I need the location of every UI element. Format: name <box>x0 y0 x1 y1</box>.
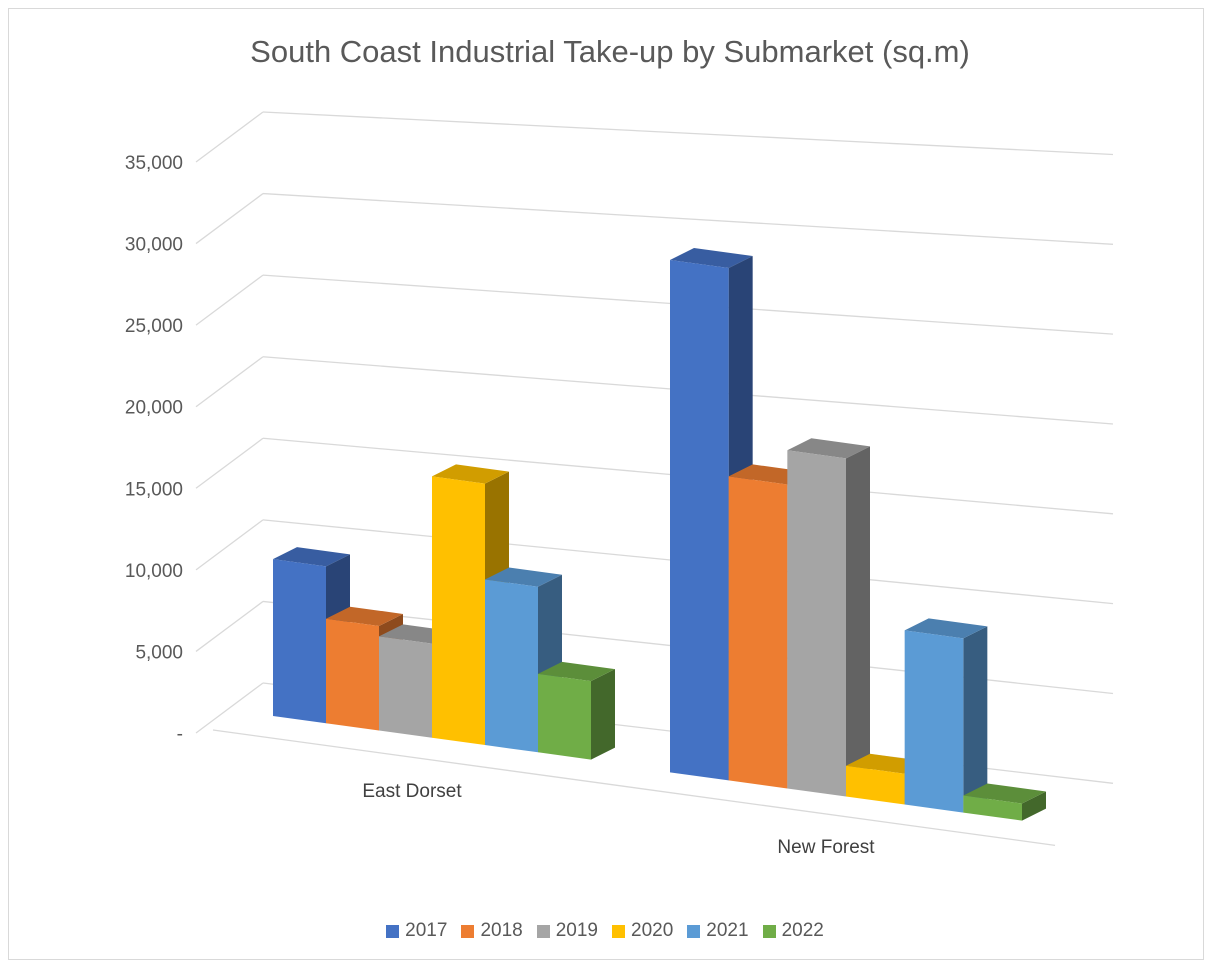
legend-label: 2017 <box>405 920 448 941</box>
y-tick-label: 30,000 <box>125 235 183 256</box>
bar-top <box>485 567 562 587</box>
y-tick-label: 5,000 <box>135 642 183 663</box>
bar-side <box>846 446 870 797</box>
bar-front <box>273 559 326 724</box>
bar <box>538 661 615 760</box>
y-tick-label: 15,000 <box>125 479 183 500</box>
bar-top <box>963 783 1046 804</box>
y-tick-label: 10,000 <box>125 561 183 582</box>
legend-item: 2018 <box>461 920 523 942</box>
bar-front <box>326 618 379 731</box>
y-tick-label: - <box>177 724 183 745</box>
bar-front <box>728 476 788 789</box>
gridline-side <box>195 437 264 489</box>
legend-item: 2019 <box>536 920 598 942</box>
bar-top <box>432 464 509 484</box>
bars <box>273 247 1046 821</box>
legend-item: 2020 <box>612 920 673 942</box>
x-axis-labels: East Dorset New Forest <box>362 781 875 858</box>
y-tick-label: 20,000 <box>125 398 183 419</box>
floor-edge <box>212 729 1056 846</box>
bar-side <box>1022 791 1046 821</box>
bar-front <box>670 259 729 781</box>
bar <box>963 783 1046 821</box>
gridline-side <box>195 274 264 326</box>
bar-side <box>963 626 988 813</box>
y-tick-label: 25,000 <box>125 316 183 337</box>
gridline-side <box>195 193 264 245</box>
legend-item: 2021 <box>687 920 749 942</box>
legend-label: 2018 <box>480 920 523 941</box>
chart-title: South Coast Industrial Take-up by Submar… <box>250 34 970 69</box>
gridline-side <box>195 111 264 163</box>
gridline <box>262 192 1114 245</box>
bar-front <box>379 636 432 738</box>
bar <box>787 438 870 797</box>
bar-front <box>787 450 846 797</box>
bar-front <box>485 579 538 753</box>
y-axis-ticks: - 5,000 10,000 15,000 20,000 25,000 30,000 35,0… <box>125 153 183 745</box>
bar-top <box>670 247 753 269</box>
bar-front <box>904 630 964 813</box>
bar <box>904 618 988 813</box>
bar-front <box>846 765 905 805</box>
gridline-side <box>195 356 264 408</box>
gridline-side <box>195 600 264 652</box>
legend-item: 2017 <box>386 920 447 942</box>
legend-swatch <box>612 924 625 938</box>
y-tick-label: 35,000 <box>125 153 183 174</box>
legend-label: 2020 <box>631 920 674 941</box>
legend-label: 2019 <box>555 920 598 941</box>
x-category-label: New Forest <box>777 837 875 858</box>
bar-top <box>538 661 615 682</box>
bar-top <box>326 606 403 626</box>
bar-top <box>273 547 350 567</box>
legend-swatch <box>386 924 400 938</box>
legend-swatch <box>461 924 475 938</box>
gridline-side <box>195 519 264 571</box>
x-category-label: East Dorset <box>362 781 462 802</box>
legend: 2017 2018 2019 2020 2021 2022 <box>0 920 1210 942</box>
legend-item: 2022 <box>762 920 824 942</box>
legend-swatch <box>536 924 550 938</box>
legend-label: 2021 <box>706 920 749 941</box>
gridline <box>262 111 1114 156</box>
legend-swatch <box>762 924 776 938</box>
bar-front <box>432 476 485 746</box>
legend-swatch <box>687 924 701 938</box>
bar-top <box>904 618 988 639</box>
bar-front <box>538 673 591 760</box>
bar-front <box>963 795 1022 821</box>
bar-top <box>787 438 870 459</box>
gridline-side <box>195 682 264 734</box>
legend-label: 2022 <box>781 920 824 941</box>
bar-side <box>591 669 615 760</box>
